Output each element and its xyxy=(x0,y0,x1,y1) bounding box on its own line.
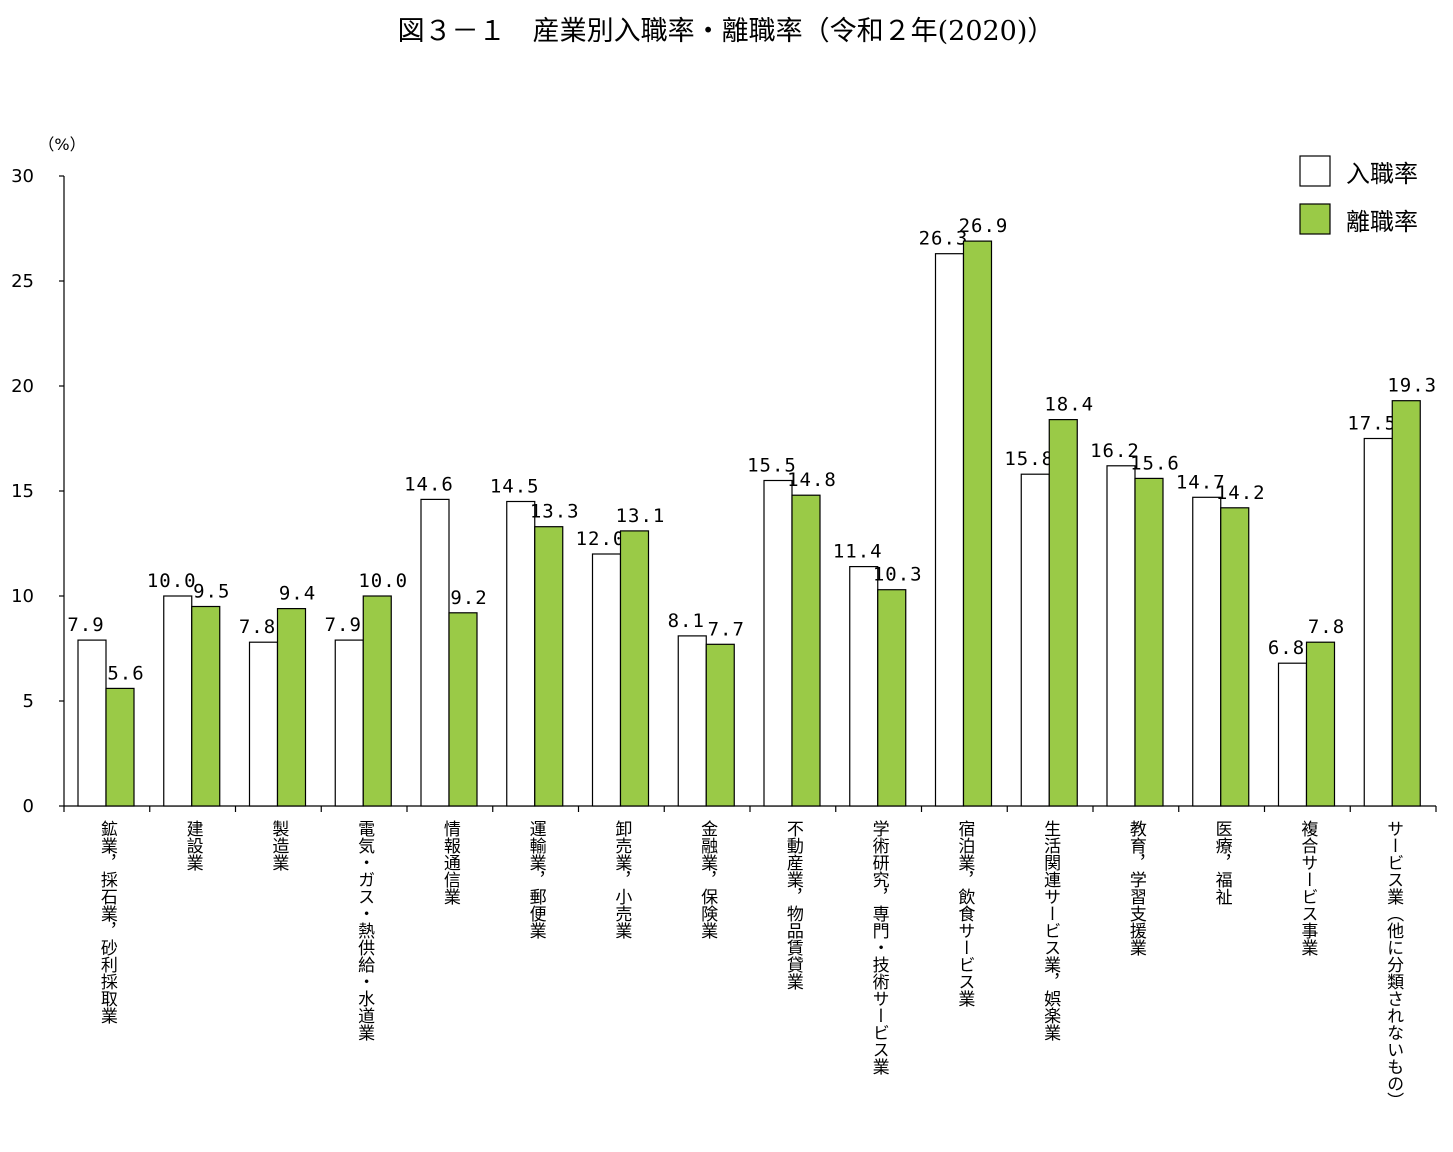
category-label: 宿泊業，飲食サービス業 xyxy=(954,820,975,1007)
data-label: 7.9 xyxy=(67,614,104,636)
bar-separation-rate xyxy=(791,494,821,807)
bar-hiring-rate xyxy=(506,500,536,807)
data-label: 12.0 xyxy=(576,528,626,550)
bar-hiring-rate xyxy=(77,639,107,807)
bar-hiring-rate xyxy=(248,641,279,807)
data-label: 14.2 xyxy=(1216,482,1266,504)
plot-area: 0 5 10 15 20 25 30 7.9 10.0 7.8 7.9 14.6 14.5 12.0 8.1… xyxy=(11,166,1437,1109)
bar-hiring-rate xyxy=(677,635,707,807)
bar-separation-rate xyxy=(705,643,735,807)
category-label: 製造業 xyxy=(268,820,289,871)
data-label: 17.5 xyxy=(1347,413,1397,435)
bar-hiring-rate xyxy=(163,595,193,807)
bar-separation-rate xyxy=(877,589,907,807)
category-label: 卸売業，小売業 xyxy=(611,820,632,939)
bar-hiring-rate xyxy=(1020,473,1050,807)
data-label: 7.9 xyxy=(325,614,362,636)
data-label: 14.6 xyxy=(404,473,454,495)
bar-separation-rate xyxy=(1391,400,1421,807)
y-tick-label: 30 xyxy=(11,166,34,187)
data-label: 10.0 xyxy=(358,570,408,592)
bar-hiring-rate xyxy=(934,253,965,807)
bar-separation-rate xyxy=(448,612,478,807)
category-label: 運輸業，郵便業 xyxy=(526,820,547,939)
bar-hiring-rate xyxy=(591,553,622,807)
y-axis-unit-label: （%） xyxy=(38,135,85,154)
data-label: 9.2 xyxy=(450,587,487,609)
bar-hiring-rate xyxy=(1277,662,1308,807)
data-label: 18.4 xyxy=(1044,394,1094,416)
bar-separation-rate xyxy=(191,605,221,807)
category-label: 鉱業，採石業，砂利採取業 xyxy=(97,820,118,1024)
data-label: 9.4 xyxy=(279,583,316,605)
category-label: 電気・ガス・熱供給・水道業 xyxy=(354,820,375,1041)
data-label: 9.5 xyxy=(193,581,230,603)
bar-hiring-rate xyxy=(334,639,364,807)
y-tick-label: 0 xyxy=(23,796,34,817)
y-tick-label: 20 xyxy=(11,376,34,397)
data-label: 13.1 xyxy=(616,505,666,527)
bar-separation-rate xyxy=(534,526,564,807)
bar-separation-rate xyxy=(105,687,135,807)
data-label: 15.5 xyxy=(747,455,797,477)
legend-swatch-separation-rate xyxy=(1299,203,1331,235)
bar-hiring-rate xyxy=(849,565,879,807)
bar-hiring-rate xyxy=(420,498,450,807)
data-label: 15.6 xyxy=(1130,452,1180,474)
category-label: 医療，福祉 xyxy=(1212,820,1233,905)
bar-separation-rate xyxy=(1220,507,1250,807)
data-label: 7.7 xyxy=(708,618,745,640)
data-label: 16.2 xyxy=(1090,440,1140,462)
bar-hiring-rate xyxy=(1106,465,1136,807)
bar-separation-rate xyxy=(276,607,307,807)
category-label: 不動産業，物品賃貸業 xyxy=(783,820,804,990)
bar-hiring-rate xyxy=(763,479,793,807)
data-label: 26.9 xyxy=(959,215,1009,237)
data-label: 10.3 xyxy=(873,564,923,586)
bar-separation-rate xyxy=(1305,641,1336,807)
data-label: 14.7 xyxy=(1176,471,1226,493)
data-label: 5.6 xyxy=(107,662,144,684)
y-tick-label: 5 xyxy=(23,691,34,712)
category-label: 複合サービス事業 xyxy=(1297,820,1318,956)
category-label: 建設業 xyxy=(183,820,204,871)
bar-hiring-rate xyxy=(1363,437,1393,807)
bar-separation-rate xyxy=(962,240,993,807)
data-label: 7.8 xyxy=(1308,616,1345,638)
data-label: 14.8 xyxy=(787,469,837,491)
legend-label: 離職率 xyxy=(1346,208,1418,236)
data-label: 26.3 xyxy=(919,228,969,250)
bar-separation-rate xyxy=(1134,477,1164,807)
data-label: 8.1 xyxy=(668,610,705,632)
bar-separation-rate xyxy=(362,595,392,807)
data-label: 15.8 xyxy=(1004,448,1054,470)
bar-separation-rate xyxy=(619,530,650,807)
category-label: 情報通信業 xyxy=(440,820,461,905)
category-label: 学術研究，専門・技術サービス業 xyxy=(869,820,890,1075)
legend-label: 入職率 xyxy=(1346,160,1418,188)
y-tick-label: 25 xyxy=(11,271,34,292)
category-label: 教育，学習支援業 xyxy=(1126,820,1147,956)
category-label: 金融業，保険業 xyxy=(697,820,718,939)
y-tick-label: 15 xyxy=(11,481,34,502)
category-label: サービス業（他に分類されないもの） xyxy=(1383,820,1404,1109)
chart-title: 図３－１ 産業別入職率・離職率（令和２年(2020)） xyxy=(398,16,1055,47)
data-label: 13.3 xyxy=(530,501,580,523)
data-label: 14.5 xyxy=(490,476,540,498)
y-tick-label: 10 xyxy=(11,586,34,607)
category-label: 生活関連サービス業，娯楽業 xyxy=(1040,820,1061,1041)
data-label: 7.8 xyxy=(239,616,276,638)
bar-hiring-rate xyxy=(1192,496,1222,807)
legend-swatch-hiring-rate xyxy=(1299,155,1331,187)
data-label: 6.8 xyxy=(1268,637,1305,659)
bar-separation-rate xyxy=(1048,419,1078,807)
data-label: 19.3 xyxy=(1387,375,1437,397)
data-label: 11.4 xyxy=(833,541,883,563)
data-label: 10.0 xyxy=(147,570,197,592)
